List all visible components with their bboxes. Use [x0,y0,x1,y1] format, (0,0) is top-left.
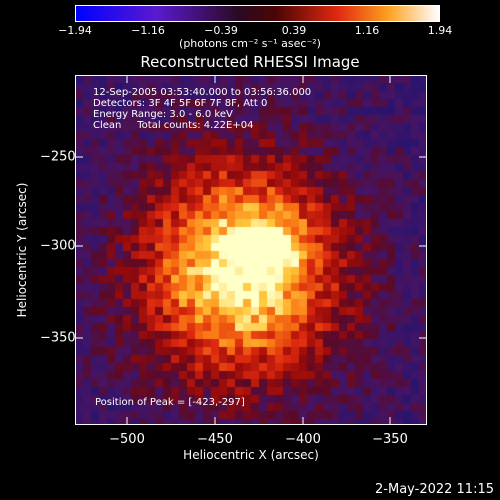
colorbar-tick: −0.39 [204,24,238,37]
colorbar-units: (photons cm⁻² s⁻¹ asec⁻²) [179,37,321,50]
chart-title: Reconstructed RHESSI Image [140,53,360,71]
info-clean-counts: Clean Total counts: 4.22E+04 [93,120,254,131]
plot-area: 12-Sep-2005 03:53:40.000 to 03:56:36.000… [75,75,427,425]
colorbar-tick: 1.94 [427,24,453,37]
heatmap-image [75,75,427,425]
colorbar-tick: 0.39 [281,24,307,37]
x-tick-label: −400 [285,432,321,447]
x-tick-label: −350 [372,432,408,447]
info-energy-range: Energy Range: 3.0 - 6.0 keV [93,109,233,120]
plot-frame [75,75,427,425]
info-time-range: 12-Sep-2005 03:53:40.000 to 03:56:36.000 [93,87,312,98]
y-tick-label: −250 [40,149,76,165]
info-detectors: Detectors: 3F 4F 5F 6F 7F 8F, Att 0 [93,98,268,109]
date-stamp: 2-May-2022 11:15 [375,482,494,497]
x-tick-label: −500 [109,432,145,447]
colorbar [75,5,440,22]
y-axis-label: Heliocentric Y (arcsec) [15,182,29,318]
axis-ticks [75,75,427,425]
x-axis-label: Heliocentric X (arcsec) [183,448,319,462]
x-tick-label: −450 [197,432,233,447]
y-tick-label: −350 [40,330,76,346]
colorbar-tick: −1.94 [58,24,92,37]
y-tick-label: −300 [40,238,76,254]
colorbar-tick: −1.16 [131,24,165,37]
colorbar-tick: 1.16 [354,24,380,37]
peak-position-label: Position of Peak = [-423,-297] [95,397,245,408]
colorbar-gradient [76,6,439,21]
